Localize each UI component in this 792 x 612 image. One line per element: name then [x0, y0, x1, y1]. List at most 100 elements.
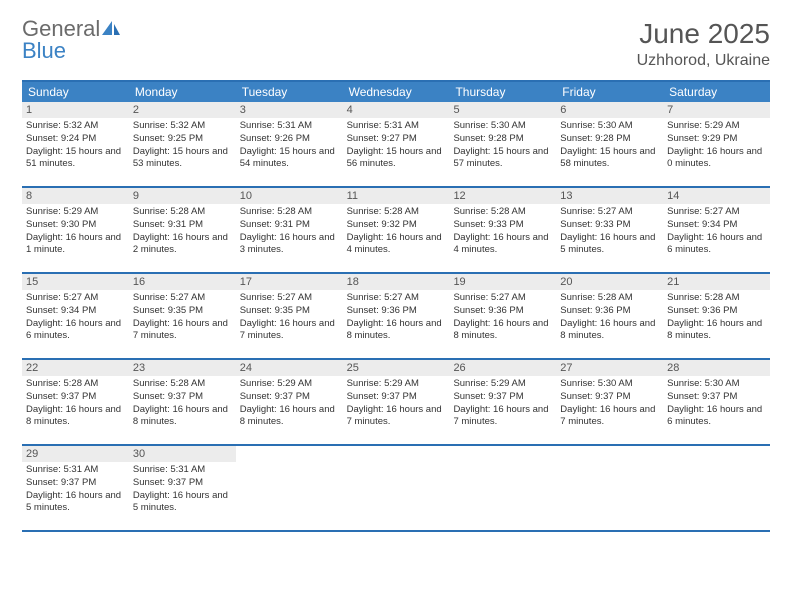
day-number: 11 — [343, 188, 450, 204]
day-number: 8 — [22, 188, 129, 204]
daylight-line: Daylight: 16 hours and 6 minutes. — [26, 318, 125, 344]
day-cell: 27Sunrise: 5:30 AMSunset: 9:37 PMDayligh… — [556, 360, 663, 444]
sunrise-line: Sunrise: 5:31 AM — [347, 120, 446, 133]
day-cell: 17Sunrise: 5:27 AMSunset: 9:35 PMDayligh… — [236, 274, 343, 358]
day-body: Sunrise: 5:31 AMSunset: 9:37 PMDaylight:… — [129, 462, 236, 519]
day-number: 25 — [343, 360, 450, 376]
daylight-line: Daylight: 16 hours and 3 minutes. — [240, 232, 339, 258]
dow-thursday: Thursday — [449, 82, 556, 102]
day-cell: 8Sunrise: 5:29 AMSunset: 9:30 PMDaylight… — [22, 188, 129, 272]
daylight-line: Daylight: 16 hours and 5 minutes. — [560, 232, 659, 258]
sunrise-line: Sunrise: 5:27 AM — [347, 292, 446, 305]
daylight-line: Daylight: 16 hours and 6 minutes. — [667, 232, 766, 258]
day-body: Sunrise: 5:27 AMSunset: 9:35 PMDaylight:… — [129, 290, 236, 347]
sunrise-line: Sunrise: 5:32 AM — [133, 120, 232, 133]
day-number: 7 — [663, 102, 770, 118]
sunset-line: Sunset: 9:36 PM — [667, 305, 766, 318]
daylight-line: Daylight: 16 hours and 6 minutes. — [667, 404, 766, 430]
week-row: 22Sunrise: 5:28 AMSunset: 9:37 PMDayligh… — [22, 360, 770, 446]
day-body: Sunrise: 5:27 AMSunset: 9:35 PMDaylight:… — [236, 290, 343, 347]
day-cell: 11Sunrise: 5:28 AMSunset: 9:32 PMDayligh… — [343, 188, 450, 272]
day-cell: 12Sunrise: 5:28 AMSunset: 9:33 PMDayligh… — [449, 188, 556, 272]
day-cell: 22Sunrise: 5:28 AMSunset: 9:37 PMDayligh… — [22, 360, 129, 444]
day-cell: 15Sunrise: 5:27 AMSunset: 9:34 PMDayligh… — [22, 274, 129, 358]
daylight-line: Daylight: 15 hours and 54 minutes. — [240, 146, 339, 172]
day-body: Sunrise: 5:29 AMSunset: 9:30 PMDaylight:… — [22, 204, 129, 261]
day-cell: 5Sunrise: 5:30 AMSunset: 9:28 PMDaylight… — [449, 102, 556, 186]
day-body: Sunrise: 5:31 AMSunset: 9:26 PMDaylight:… — [236, 118, 343, 175]
day-body: Sunrise: 5:28 AMSunset: 9:36 PMDaylight:… — [556, 290, 663, 347]
day-number: 17 — [236, 274, 343, 290]
day-body: Sunrise: 5:27 AMSunset: 9:36 PMDaylight:… — [343, 290, 450, 347]
day-body: Sunrise: 5:29 AMSunset: 9:29 PMDaylight:… — [663, 118, 770, 175]
sunset-line: Sunset: 9:31 PM — [240, 219, 339, 232]
dow-wednesday: Wednesday — [343, 82, 450, 102]
dow-monday: Monday — [129, 82, 236, 102]
sunset-line: Sunset: 9:24 PM — [26, 133, 125, 146]
day-cell: 14Sunrise: 5:27 AMSunset: 9:34 PMDayligh… — [663, 188, 770, 272]
sunrise-line: Sunrise: 5:28 AM — [667, 292, 766, 305]
day-body: Sunrise: 5:28 AMSunset: 9:31 PMDaylight:… — [236, 204, 343, 261]
daylight-line: Daylight: 16 hours and 7 minutes. — [240, 318, 339, 344]
sunset-line: Sunset: 9:35 PM — [240, 305, 339, 318]
week-row: 1Sunrise: 5:32 AMSunset: 9:24 PMDaylight… — [22, 102, 770, 188]
sunrise-line: Sunrise: 5:30 AM — [560, 120, 659, 133]
day-body: Sunrise: 5:28 AMSunset: 9:32 PMDaylight:… — [343, 204, 450, 261]
daylight-line: Daylight: 15 hours and 58 minutes. — [560, 146, 659, 172]
day-cell-empty: . — [449, 446, 556, 530]
day-number: 2 — [129, 102, 236, 118]
day-number: 5 — [449, 102, 556, 118]
sunrise-line: Sunrise: 5:27 AM — [26, 292, 125, 305]
sunrise-line: Sunrise: 5:29 AM — [453, 378, 552, 391]
week-row: 8Sunrise: 5:29 AMSunset: 9:30 PMDaylight… — [22, 188, 770, 274]
sunrise-line: Sunrise: 5:31 AM — [26, 464, 125, 477]
sunset-line: Sunset: 9:37 PM — [347, 391, 446, 404]
dow-row: SundayMondayTuesdayWednesdayThursdayFrid… — [22, 82, 770, 102]
daylight-line: Daylight: 16 hours and 7 minutes. — [133, 318, 232, 344]
day-cell: 20Sunrise: 5:28 AMSunset: 9:36 PMDayligh… — [556, 274, 663, 358]
sunset-line: Sunset: 9:37 PM — [26, 477, 125, 490]
sunset-line: Sunset: 9:36 PM — [347, 305, 446, 318]
day-body: Sunrise: 5:29 AMSunset: 9:37 PMDaylight:… — [449, 376, 556, 433]
day-number: 13 — [556, 188, 663, 204]
day-number: 20 — [556, 274, 663, 290]
day-number: 22 — [22, 360, 129, 376]
sunrise-line: Sunrise: 5:27 AM — [560, 206, 659, 219]
daylight-line: Daylight: 15 hours and 56 minutes. — [347, 146, 446, 172]
sunrise-line: Sunrise: 5:32 AM — [26, 120, 125, 133]
dow-saturday: Saturday — [663, 82, 770, 102]
dow-friday: Friday — [556, 82, 663, 102]
day-cell: 1Sunrise: 5:32 AMSunset: 9:24 PMDaylight… — [22, 102, 129, 186]
daylight-line: Daylight: 16 hours and 0 minutes. — [667, 146, 766, 172]
sunrise-line: Sunrise: 5:29 AM — [347, 378, 446, 391]
day-cell: 26Sunrise: 5:29 AMSunset: 9:37 PMDayligh… — [449, 360, 556, 444]
day-body: Sunrise: 5:28 AMSunset: 9:31 PMDaylight:… — [129, 204, 236, 261]
sunrise-line: Sunrise: 5:28 AM — [240, 206, 339, 219]
daylight-line: Daylight: 16 hours and 2 minutes. — [133, 232, 232, 258]
day-body: Sunrise: 5:31 AMSunset: 9:37 PMDaylight:… — [22, 462, 129, 519]
sunset-line: Sunset: 9:37 PM — [453, 391, 552, 404]
sunrise-line: Sunrise: 5:27 AM — [667, 206, 766, 219]
day-body: Sunrise: 5:27 AMSunset: 9:34 PMDaylight:… — [22, 290, 129, 347]
logo-text: General Blue — [22, 18, 121, 62]
sunset-line: Sunset: 9:36 PM — [453, 305, 552, 318]
daylight-line: Daylight: 16 hours and 7 minutes. — [347, 404, 446, 430]
day-body: Sunrise: 5:28 AMSunset: 9:37 PMDaylight:… — [129, 376, 236, 433]
day-number: 1 — [22, 102, 129, 118]
sunrise-line: Sunrise: 5:30 AM — [453, 120, 552, 133]
day-cell: 24Sunrise: 5:29 AMSunset: 9:37 PMDayligh… — [236, 360, 343, 444]
sunset-line: Sunset: 9:27 PM — [347, 133, 446, 146]
day-number: 18 — [343, 274, 450, 290]
sunset-line: Sunset: 9:25 PM — [133, 133, 232, 146]
day-cell: 2Sunrise: 5:32 AMSunset: 9:25 PMDaylight… — [129, 102, 236, 186]
sunset-line: Sunset: 9:37 PM — [667, 391, 766, 404]
day-number: 14 — [663, 188, 770, 204]
sunrise-line: Sunrise: 5:28 AM — [133, 378, 232, 391]
daylight-line: Daylight: 16 hours and 4 minutes. — [347, 232, 446, 258]
day-body: Sunrise: 5:32 AMSunset: 9:25 PMDaylight:… — [129, 118, 236, 175]
day-number: 16 — [129, 274, 236, 290]
day-number: 6 — [556, 102, 663, 118]
page-title: June 2025 — [637, 18, 770, 50]
day-body: Sunrise: 5:29 AMSunset: 9:37 PMDaylight:… — [236, 376, 343, 433]
sunrise-line: Sunrise: 5:27 AM — [133, 292, 232, 305]
